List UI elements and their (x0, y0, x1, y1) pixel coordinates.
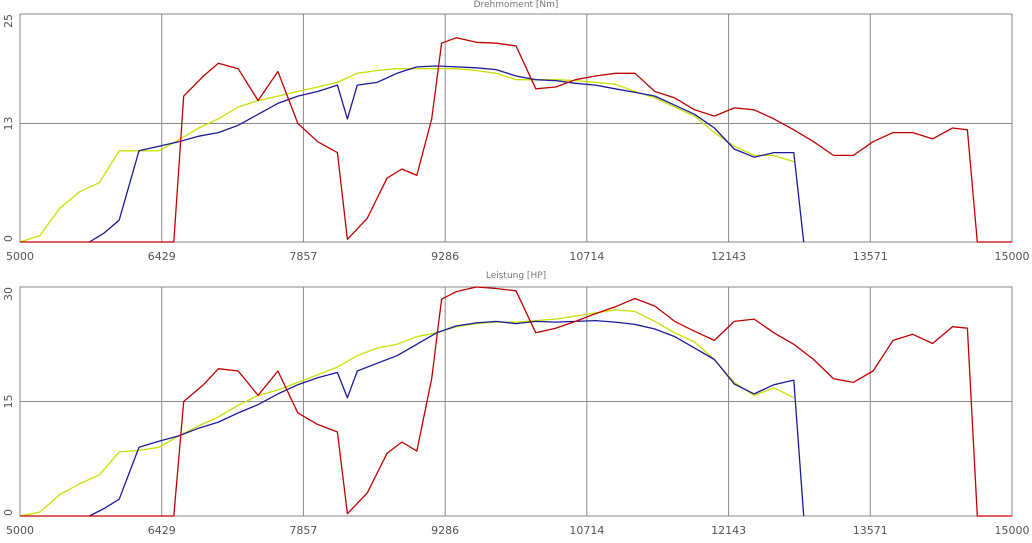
y-tick-label: 0 (2, 235, 15, 242)
chart-title: Leistung [HP] (486, 271, 546, 281)
series-line-3 (20, 37, 1012, 243)
y-tick-label: 13 (2, 116, 15, 130)
chart-panel-1: Drehmoment [Nm] 5000 6429 7857 9286 10714 1214… (2, 0, 1030, 263)
series-line-1 (19, 309, 795, 517)
chart-title: Drehmoment [Nm] (474, 0, 559, 10)
y-tick-label: 25 (2, 14, 15, 28)
x-tick-label: 12143 (711, 250, 746, 263)
x-tick-label: 5000 (6, 250, 34, 263)
x-tick-label: 15000 (995, 250, 1030, 263)
x-tick-label: 12143 (711, 524, 746, 537)
x-tick-label: 15000 (995, 524, 1030, 537)
x-tick-label: 7857 (289, 250, 317, 263)
plot-frame (19, 13, 1013, 243)
chart-panel-2: Leistung [HP] 5000 6429 7857 9286 10714 12143 1… (2, 271, 1030, 537)
x-tick-label: 5000 (6, 524, 34, 537)
x-tick-label: 6429 (148, 250, 176, 263)
y-tick-label: 0 (2, 509, 15, 516)
y-tick-label: 30 (2, 287, 15, 301)
series-line-2 (89, 65, 805, 243)
x-tick-label: 10714 (569, 250, 604, 263)
x-tick-label: 7857 (289, 524, 317, 537)
x-tick-label: 6429 (148, 524, 176, 537)
x-tick-label: 10714 (569, 524, 604, 537)
series-line-1 (19, 68, 794, 243)
series-line-3 (20, 286, 1012, 517)
x-tick-label: 9286 (431, 250, 459, 263)
series-line-2 (89, 319, 805, 517)
x-tick-label: 13571 (853, 524, 888, 537)
y-tick-label: 15 (2, 395, 15, 409)
x-tick-label: 13571 (853, 250, 888, 263)
x-tick-label: 9286 (431, 524, 459, 537)
